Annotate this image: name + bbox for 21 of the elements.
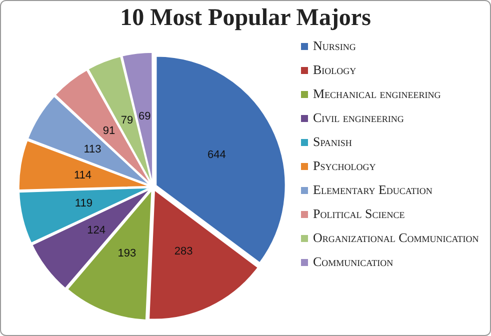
legend-label: Biology bbox=[313, 62, 356, 77]
data-label: 91 bbox=[102, 124, 116, 137]
data-label: 119 bbox=[74, 198, 92, 210]
legend-label: Political Science bbox=[313, 206, 405, 221]
legend-label: Communication bbox=[313, 254, 394, 269]
legend-label: Elementary Education bbox=[313, 182, 432, 197]
legend-label: Psychology bbox=[313, 158, 376, 173]
chart-title: 10 Most Popular Majors bbox=[119, 5, 372, 32]
legend-label: Mechanical engineering bbox=[313, 86, 441, 101]
data-label: 124 bbox=[87, 224, 106, 236]
data-label: 79 bbox=[120, 114, 134, 127]
data-label: 69 bbox=[138, 110, 151, 122]
data-label: 113 bbox=[84, 143, 102, 156]
legend-label: Civil engineering bbox=[313, 110, 404, 125]
data-label: 114 bbox=[74, 169, 92, 182]
legend-label: Spanish bbox=[313, 134, 352, 149]
legend-label: Nursing bbox=[313, 38, 356, 53]
data-label: 283 bbox=[174, 245, 193, 258]
legend-label: Organizational Communication bbox=[313, 230, 479, 245]
data-label: 644 bbox=[208, 149, 226, 162]
data-label: 193 bbox=[118, 247, 136, 260]
